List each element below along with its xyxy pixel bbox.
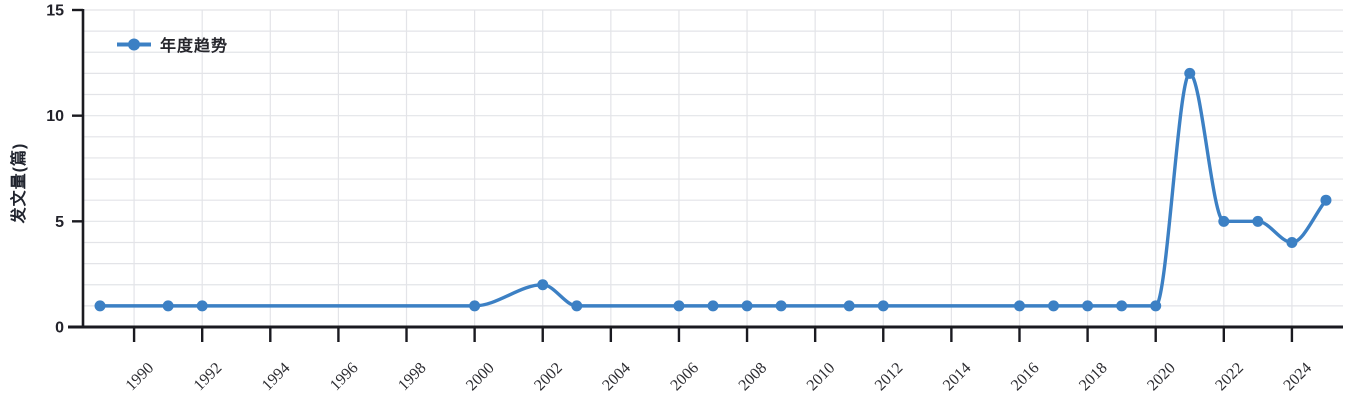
data-point-marker xyxy=(707,300,719,312)
y-tick-label: 15 xyxy=(46,3,64,20)
data-point-marker xyxy=(196,300,208,312)
y-tick-label: 0 xyxy=(55,320,64,337)
x-tick-label: 2000 xyxy=(463,359,498,394)
data-point-marker xyxy=(571,300,583,312)
y-axis-title: 发文量(篇) xyxy=(11,142,28,224)
y-tick-label: 10 xyxy=(46,108,64,125)
data-point-marker xyxy=(1286,236,1298,248)
x-tick-label: 1994 xyxy=(259,359,294,394)
y-tick-label: 5 xyxy=(55,214,64,231)
data-point-marker xyxy=(537,279,549,291)
x-tick-label: 2020 xyxy=(1144,359,1179,394)
data-point-marker xyxy=(843,300,855,312)
x-tick-label: 2008 xyxy=(736,359,771,394)
trend-line xyxy=(98,71,1328,308)
x-tick-label: 1996 xyxy=(327,359,362,394)
data-point-marker xyxy=(1013,300,1025,312)
data-point-marker xyxy=(162,300,174,312)
data-point-marker xyxy=(1048,300,1060,312)
x-tick-label: 2006 xyxy=(667,359,702,394)
x-tick-label: 2010 xyxy=(804,359,839,394)
data-point-marker xyxy=(1252,215,1264,227)
data-point-marker xyxy=(1320,194,1332,206)
x-tick-label: 1990 xyxy=(123,359,158,394)
data-point-marker xyxy=(741,300,753,312)
data-point-marker xyxy=(1218,215,1230,227)
x-tick-label: 2004 xyxy=(599,359,634,394)
data-point-marker xyxy=(775,300,787,312)
data-point-marker xyxy=(1082,300,1094,312)
data-point-marker xyxy=(1184,67,1196,79)
legend-line-dot-icon xyxy=(117,38,151,50)
x-tick-label: 1998 xyxy=(395,359,430,394)
data-point-marker xyxy=(469,300,481,312)
data-point-marker xyxy=(1150,300,1162,312)
x-tick-label: 2024 xyxy=(1280,359,1315,394)
x-tick-label: 2002 xyxy=(531,359,566,394)
data-point-marker xyxy=(877,300,889,312)
x-tick-label: 2014 xyxy=(940,359,975,394)
legend-label: 年度趋势 xyxy=(160,38,229,55)
x-tick-label: 2018 xyxy=(1076,359,1111,394)
x-tick-label: 1992 xyxy=(191,359,226,394)
x-tick-label: 2022 xyxy=(1212,359,1247,394)
x-tick-label: 2016 xyxy=(1008,359,1043,394)
x-tick-label: 2012 xyxy=(872,359,907,394)
data-point-marker xyxy=(94,300,106,312)
data-point-marker xyxy=(673,300,685,312)
legend[interactable]: 年度趋势 xyxy=(116,32,228,56)
data-point-marker xyxy=(1116,300,1128,312)
